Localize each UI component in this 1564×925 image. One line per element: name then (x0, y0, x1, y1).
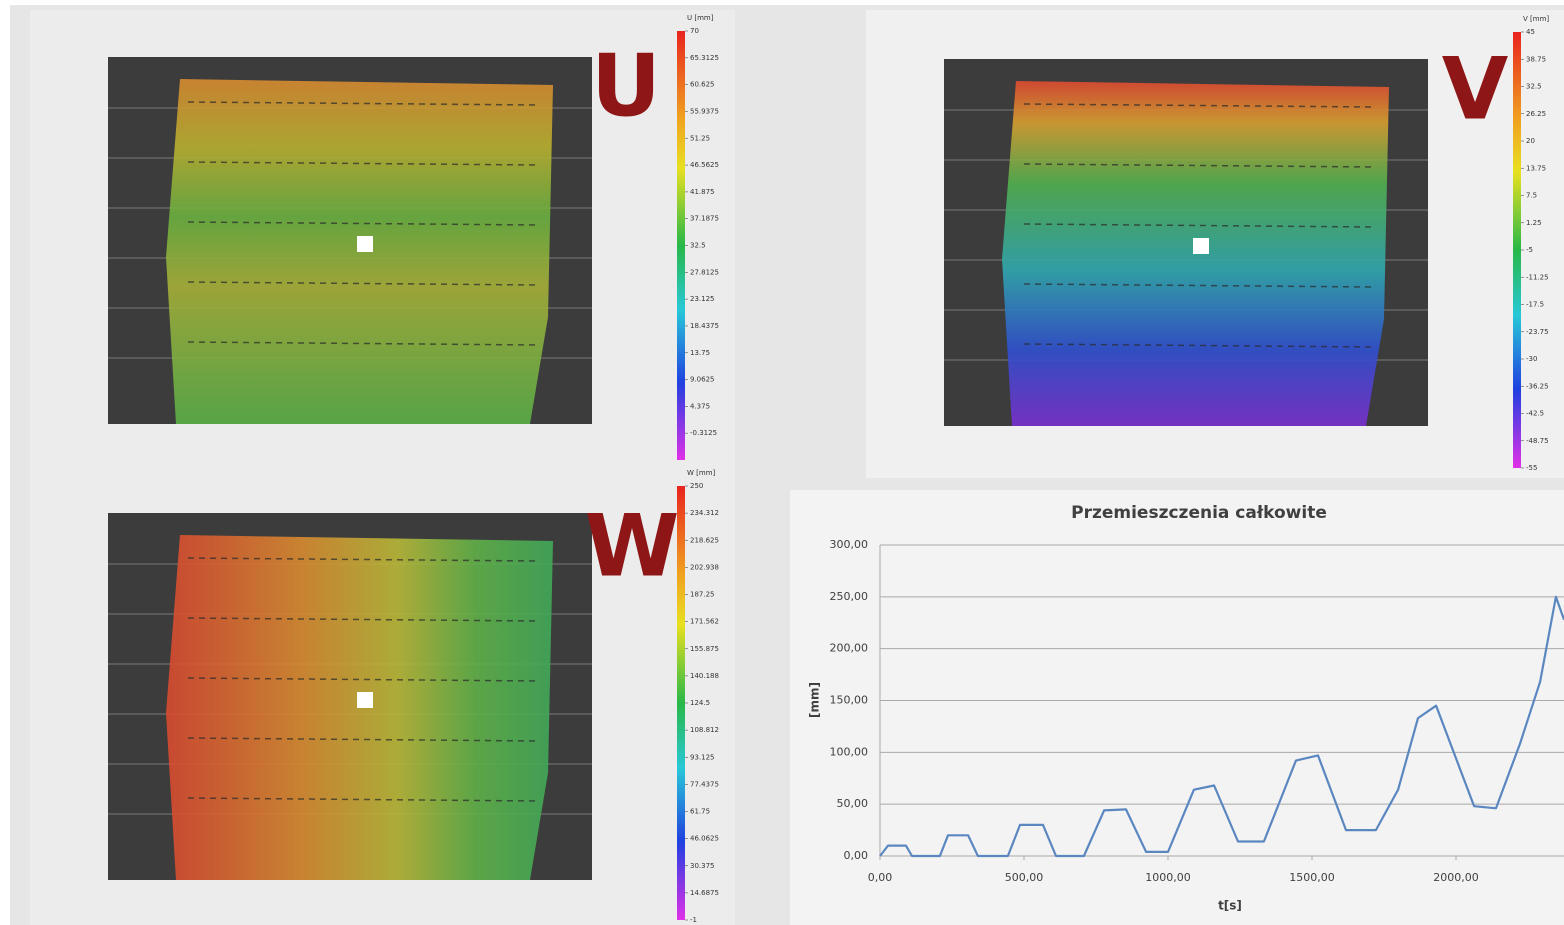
colorbar-tick-label: 37.1875 (690, 215, 719, 223)
colorbar-tick-label: -11.25 (1526, 273, 1549, 281)
y-axis-label: [mm] (808, 682, 822, 718)
colorbar-tick-label: 1.25 (1526, 219, 1542, 227)
colorbar-tick-label: 9.0625 (690, 376, 715, 384)
colorbar-tick-label: 61.75 (690, 808, 710, 816)
colorbar-tick-label: 14.6875 (690, 889, 719, 897)
y-tick-label: 0,00 (844, 849, 869, 862)
colorbar-tick-label: 124.5 (690, 699, 710, 707)
colorbar-tick-label: 250 (690, 482, 703, 490)
y-tick-label: 300,00 (830, 538, 869, 551)
colorbar (677, 486, 685, 920)
screen: U U [mm] 70 65.3125 60.625 55.9375 51.25 46.562… (0, 0, 1564, 925)
colorbar-tick-label: 41.875 (690, 188, 715, 196)
x-axis-label: t[s] (1218, 899, 1242, 913)
colorbar-tick-label: 4.375 (690, 402, 710, 410)
colorbar-tick-label: 18.4375 (690, 322, 719, 330)
chart-title: Przemieszczenia całkowite (1071, 503, 1327, 523)
colorbar-tick-label: 187.25 (690, 591, 715, 599)
colorbar-tick-label: 20 (1526, 137, 1535, 145)
marker (357, 692, 373, 708)
colorbar-tick-label: -48.75 (1526, 437, 1549, 445)
colorbar-tick-label: 38.75 (1526, 55, 1546, 63)
colorbar-title: V [mm] (1523, 15, 1549, 23)
y-tick-label: 250,00 (830, 590, 869, 603)
colorbar-tick-label: 70 (690, 27, 699, 35)
component-letter: W (585, 496, 680, 596)
y-tick-label: 50,00 (837, 797, 869, 810)
colorbar (677, 31, 685, 460)
x-tick-label: 500,00 (1005, 871, 1044, 884)
colorbar-tick-label: -23.75 (1526, 328, 1549, 336)
component-letter: V (1442, 39, 1509, 139)
colorbar-tick-label: 171.562 (690, 618, 719, 626)
y-tick-label: 150,00 (830, 694, 869, 707)
colorbar-tick-label: 23.125 (690, 295, 715, 303)
colorbar-tick-label: 234.312 (690, 509, 719, 517)
colorbar-tick-label: -1 (690, 916, 697, 924)
y-tick-label: 100,00 (830, 745, 869, 758)
colorbar-tick-label: -5 (1526, 246, 1533, 254)
colorbar-tick-label: 60.625 (690, 81, 715, 89)
colorbar-tick-label: 32.5 (690, 242, 706, 250)
x-tick-label: 1500,00 (1289, 871, 1335, 884)
chart-panel (790, 490, 1564, 925)
colorbar-tick-label: 77.4375 (690, 780, 719, 788)
marker (357, 236, 373, 252)
colorbar-tick-label: 202.938 (690, 563, 719, 571)
x-tick-label: 1000,00 (1145, 871, 1191, 884)
colorbar-tick-label: 26.25 (1526, 110, 1546, 118)
marker (1193, 238, 1209, 254)
colorbar-tick-label: 13.75 (1526, 164, 1546, 172)
colorbar-tick-label: 155.875 (690, 645, 719, 653)
colorbar-tick-label: -17.5 (1526, 301, 1544, 309)
colorbar-tick-label: -36.25 (1526, 382, 1549, 390)
colorbar-tick-label: 45 (1526, 28, 1535, 36)
colorbar-tick-label: -30 (1526, 355, 1537, 363)
colorbar-tick-label: 46.0625 (690, 835, 719, 843)
colorbar-tick-label: -0.3125 (690, 429, 717, 437)
colorbar-tick-label: 13.75 (690, 349, 710, 357)
colorbar-tick-label: 32.5 (1526, 83, 1542, 91)
colorbar-tick-label: 65.3125 (690, 54, 719, 62)
colorbar-tick-label: 27.8125 (690, 268, 719, 276)
colorbar-tick-label: 108.812 (690, 726, 719, 734)
colorbar-title: U [mm] (687, 14, 714, 22)
colorbar-title: W [mm] (687, 469, 716, 477)
colorbar-tick-label: 46.5625 (690, 161, 719, 169)
colorbar (1513, 32, 1521, 468)
colorbar-tick-label: -55 (1526, 464, 1537, 472)
colorbar-tick-label: 140.188 (690, 672, 719, 680)
colorbar-tick-label: 51.25 (690, 134, 710, 142)
colorbar-tick-label: 55.9375 (690, 107, 719, 115)
x-tick-label: 0,00 (868, 871, 893, 884)
colorbar-tick-label: 93.125 (690, 753, 715, 761)
colorbar-tick-label: 30.375 (690, 862, 715, 870)
colorbar-tick-label: 7.5 (1526, 192, 1537, 200)
x-tick-label: 2000,00 (1433, 871, 1479, 884)
colorbar-tick-label: -42.5 (1526, 410, 1544, 418)
component-letter: U (591, 36, 661, 136)
colorbar-tick-label: 218.625 (690, 536, 719, 544)
y-tick-label: 200,00 (830, 642, 869, 655)
